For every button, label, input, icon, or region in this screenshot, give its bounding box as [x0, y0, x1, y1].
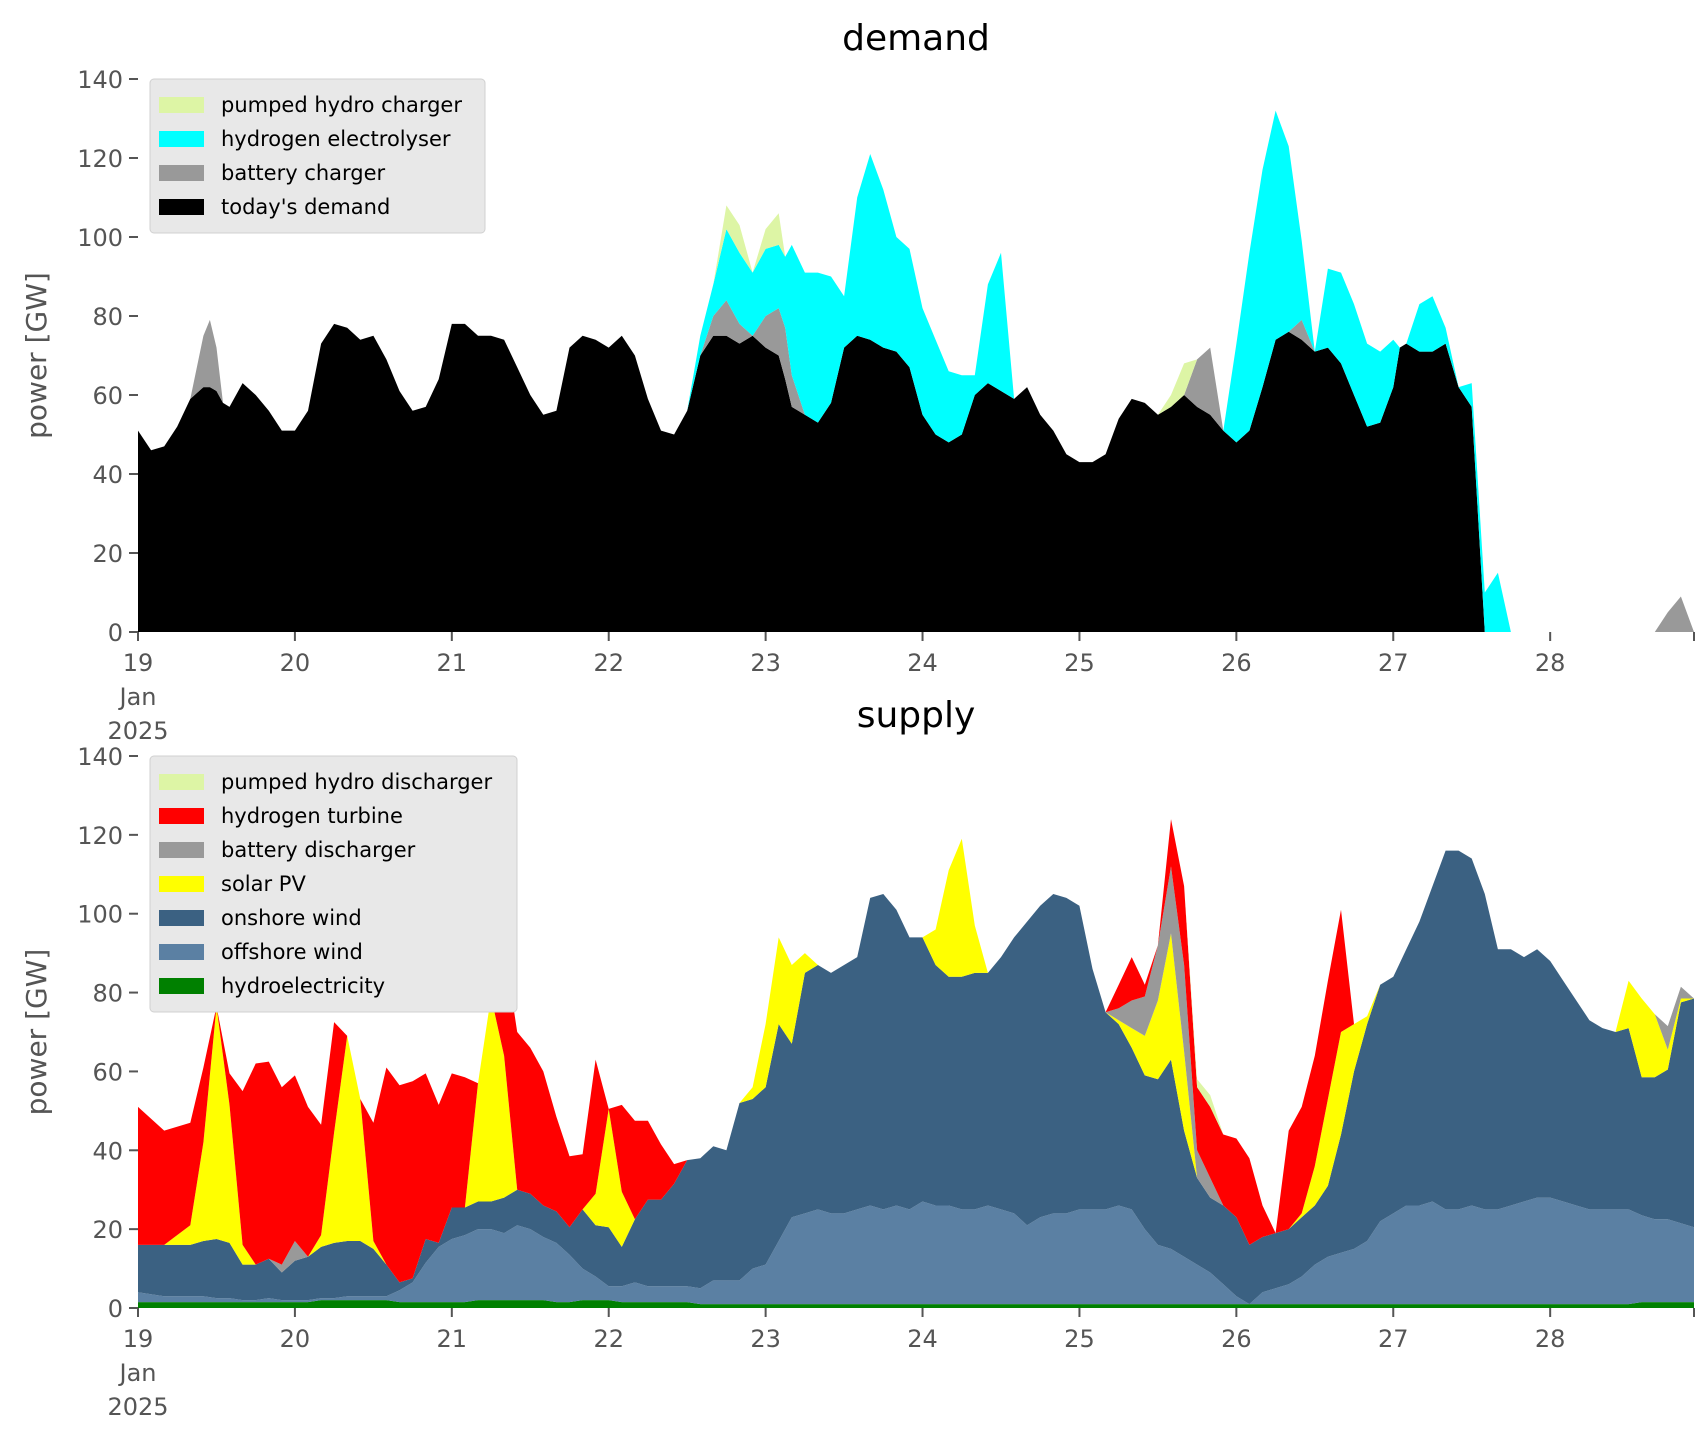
- legend-label: hydrogen electrolyser: [221, 127, 451, 151]
- area-offshore-wind: [138, 1197, 1694, 1305]
- y-tick-label: 0: [108, 619, 123, 647]
- x-tick-label: 27: [1378, 649, 1409, 677]
- x-tick-label: 27: [1378, 1325, 1409, 1353]
- y-axis-label: power [GW]: [20, 949, 53, 1116]
- x-tick-label: 26: [1221, 1325, 1252, 1353]
- y-axis-label: power [GW]: [20, 272, 53, 439]
- legend-swatch: [159, 910, 204, 926]
- chart-title: demand: [842, 18, 990, 59]
- legend-swatch: [159, 876, 204, 892]
- legend-swatch: [159, 978, 204, 994]
- y-tick-label: 100: [77, 224, 123, 252]
- y-tick-label: 80: [92, 303, 123, 331]
- y-tick-label: 60: [92, 1058, 123, 1086]
- y-tick-label: 140: [77, 66, 123, 94]
- legend-swatch: [159, 131, 204, 147]
- legend-swatch: [159, 808, 204, 824]
- y-tick-label: 140: [77, 743, 123, 771]
- legend-label: battery charger: [221, 161, 386, 185]
- y-tick-label: 120: [77, 145, 123, 173]
- legend-label: hydroelectricity: [221, 974, 385, 998]
- chart-title: supply: [857, 695, 976, 736]
- x-tick-label: 22: [593, 649, 624, 677]
- x-tick-label: 28: [1535, 1325, 1566, 1353]
- demand-panel: demand power [GW] 0 20 40 60 80 100 120 140 19 Jan 2…: [20, 18, 1695, 745]
- legend-swatch: [159, 944, 204, 960]
- area-today-s-demand: [138, 323, 1694, 632]
- area-hydroelectricity: [138, 1300, 1694, 1308]
- area-hydrogen-turbine: [138, 819, 1694, 1283]
- x-tick-label: 21: [437, 1325, 468, 1353]
- x-tick-label: 21: [437, 649, 468, 677]
- y-tick-label: 60: [92, 382, 123, 410]
- legend-swatch: [159, 774, 204, 790]
- legend-label: battery discharger: [221, 838, 416, 862]
- legend-box: [149, 755, 518, 1013]
- legend-swatch: [159, 842, 204, 858]
- y-tick-label: 20: [92, 540, 123, 568]
- y-tick-label: 80: [92, 980, 123, 1008]
- legend-swatch: [159, 165, 204, 181]
- x-tick-label: 24: [907, 649, 938, 677]
- legend-label: onshore wind: [221, 906, 362, 930]
- x-tick-label: 20: [280, 649, 311, 677]
- legend-label: pumped hydro discharger: [221, 770, 492, 794]
- x-tick-label: 24: [907, 1325, 938, 1353]
- legend-label: pumped hydro charger: [221, 93, 462, 117]
- x-tick-label: 23: [750, 649, 781, 677]
- legend-swatch: [159, 97, 204, 113]
- x-tick-label: 23: [750, 1325, 781, 1353]
- supply-panel: supply power [GW] 0 20 40 60 80 100 120 140 19 Jan 2…: [20, 695, 1695, 1421]
- legend-label: solar PV: [221, 872, 306, 896]
- legend-label: today's demand: [221, 195, 390, 219]
- y-tick-label: 100: [77, 901, 123, 929]
- legend-box: [149, 78, 486, 234]
- y-tick-label: 120: [77, 822, 123, 850]
- x-tick-label: 22: [593, 1325, 624, 1353]
- y-tick-label: 20: [92, 1216, 123, 1244]
- x-tick-label: 25: [1064, 649, 1095, 677]
- legend-label: hydrogen turbine: [221, 804, 403, 828]
- legend: pumped hydro discharger hydrogen turbine b…: [149, 755, 518, 1013]
- x-tick-label: 25: [1064, 1325, 1095, 1353]
- y-tick-label: 40: [92, 461, 123, 489]
- area-hydrogen-electrolyser: [138, 110, 1694, 633]
- y-tick-label: 0: [108, 1295, 123, 1323]
- x-tick-label: 19 Jan 2025: [107, 1325, 168, 1421]
- area-onshore-wind: [138, 850, 1694, 1305]
- legend: pumped hydro charger hydrogen electrolyse…: [149, 78, 486, 234]
- x-tick-label: 20: [280, 1325, 311, 1353]
- x-tick-label: 19 Jan 2025: [107, 649, 168, 745]
- legend-swatch: [159, 199, 204, 215]
- x-tick-label: 26: [1221, 649, 1252, 677]
- x-tick-label: 28: [1535, 649, 1566, 677]
- legend-label: offshore wind: [221, 940, 363, 964]
- y-tick-label: 40: [92, 1137, 123, 1165]
